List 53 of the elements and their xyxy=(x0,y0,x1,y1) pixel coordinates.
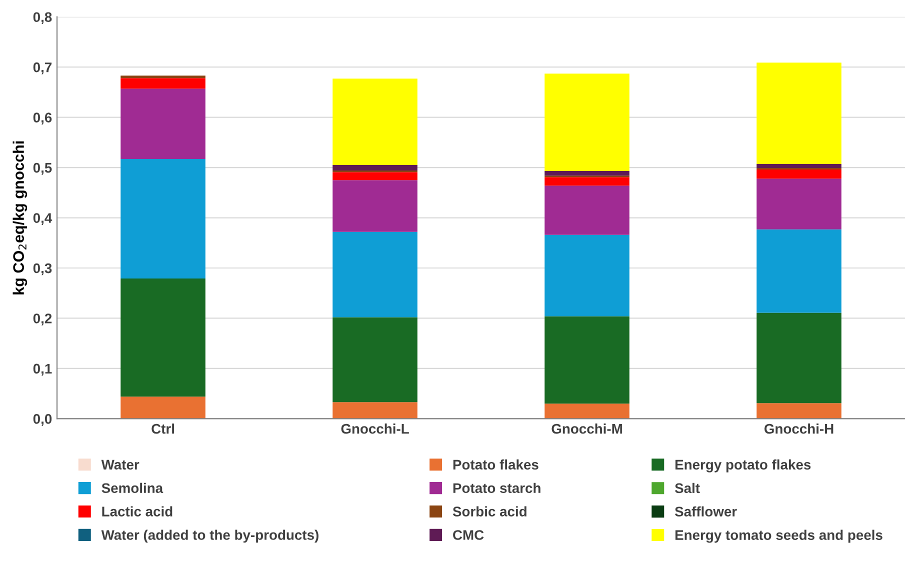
bar xyxy=(332,317,418,402)
bar xyxy=(756,170,842,179)
legend-label: Potato starch xyxy=(453,482,540,494)
y-axis-title: kg CO$_{2}$eq/kg gnocchi xyxy=(12,141,28,294)
bar xyxy=(544,186,630,235)
bar xyxy=(120,278,206,397)
y-tick-label: 0,1 xyxy=(33,364,52,376)
bar xyxy=(332,402,418,419)
bar xyxy=(332,180,418,232)
bar xyxy=(120,159,206,279)
y-tick-label: 0,4 xyxy=(33,213,52,225)
y-tick-label: 0,8 xyxy=(33,12,52,24)
y-tick-label: 0,3 xyxy=(33,263,52,276)
bar xyxy=(544,74,630,172)
bar xyxy=(756,178,842,230)
bar xyxy=(120,76,206,78)
x-tick-label: Gnocchi-H xyxy=(764,424,834,434)
bar xyxy=(332,165,418,171)
bar xyxy=(332,78,418,166)
legend-label: CMC xyxy=(453,530,484,540)
x-tick-label: Gnocchi-M xyxy=(552,424,622,434)
bar xyxy=(120,396,206,419)
y-tick-label: 0,0 xyxy=(33,414,52,426)
bar xyxy=(756,403,842,419)
bar xyxy=(332,232,418,318)
x-tick-label: Ctrl xyxy=(152,424,174,434)
bar xyxy=(544,177,630,186)
bar xyxy=(120,88,206,160)
y-tick-label: 0,2 xyxy=(33,314,52,326)
legend-label: Sorbic acid xyxy=(452,506,526,516)
y-tick-label: 0,5 xyxy=(33,162,52,175)
legend-label: Water (added to the by-products) xyxy=(101,530,318,543)
legend-label: Salt xyxy=(674,482,700,494)
legend-label: Energy potato flakes xyxy=(675,459,811,472)
legend-label: Potato flakes xyxy=(453,459,538,470)
legend-label: Semolina xyxy=(102,482,164,494)
legend-label: Lactic acid xyxy=(102,506,172,516)
x-tick-label: Gnocchi-L xyxy=(341,424,409,434)
legend-label: Safflower xyxy=(674,506,737,517)
bar xyxy=(332,172,418,180)
legend-label: Energy tomato seeds and peels xyxy=(675,530,882,543)
bar xyxy=(120,78,206,89)
bar xyxy=(544,234,630,316)
bar xyxy=(756,62,842,164)
y-tick-label: 0,7 xyxy=(33,62,52,74)
legend-label: Water xyxy=(101,460,140,470)
bar xyxy=(544,171,630,176)
bar xyxy=(544,316,630,404)
bar xyxy=(544,404,630,419)
y-tick-label: 0,6 xyxy=(33,112,52,124)
bar xyxy=(756,312,842,404)
bar xyxy=(756,164,842,168)
bar xyxy=(756,229,842,313)
